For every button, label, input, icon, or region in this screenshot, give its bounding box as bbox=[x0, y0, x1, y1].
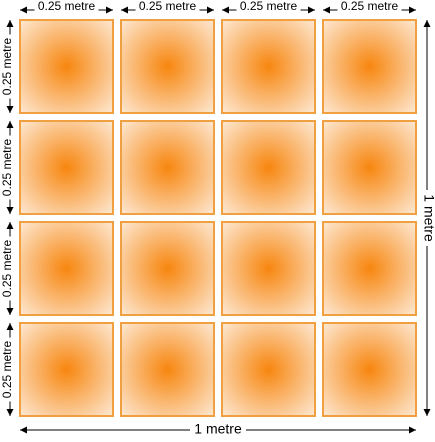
label-background bbox=[337, 4, 402, 16]
left-dimension-label: 0.25 metre bbox=[0, 239, 14, 297]
label-background bbox=[4, 34, 16, 99]
top-dimension-label: 0.25 metre bbox=[139, 0, 197, 13]
tile bbox=[19, 322, 114, 417]
top-dimension-label: 0.25 metre bbox=[38, 0, 96, 13]
tile bbox=[322, 120, 417, 215]
left-dimension-label: 0.25 metre bbox=[0, 37, 14, 95]
tile bbox=[19, 120, 114, 215]
bottom-dimension-label: 1 metre bbox=[194, 421, 242, 437]
tile bbox=[120, 19, 215, 114]
label-background bbox=[4, 135, 16, 200]
left-dimension-label: 0.25 metre bbox=[0, 138, 14, 196]
tile bbox=[221, 120, 316, 215]
tile bbox=[19, 221, 114, 316]
label-background bbox=[419, 190, 435, 246]
tile bbox=[322, 19, 417, 114]
tile bbox=[120, 120, 215, 215]
label-background bbox=[135, 4, 200, 16]
top-dimension-label: 0.25 metre bbox=[341, 0, 399, 13]
label-background bbox=[190, 423, 246, 437]
tile bbox=[120, 221, 215, 316]
label-background bbox=[4, 236, 16, 301]
right-dimension-label: 1 metre bbox=[421, 194, 435, 242]
label-background bbox=[34, 4, 99, 16]
tile bbox=[120, 322, 215, 417]
top-dimension-label: 0.25 metre bbox=[240, 0, 298, 13]
tile bbox=[221, 19, 316, 114]
tile-grid bbox=[19, 19, 417, 417]
tile bbox=[322, 322, 417, 417]
label-background bbox=[236, 4, 301, 16]
tile bbox=[19, 19, 114, 114]
tile bbox=[221, 322, 316, 417]
tile bbox=[322, 221, 417, 316]
tile bbox=[221, 221, 316, 316]
label-background bbox=[4, 337, 16, 402]
left-dimension-label: 0.25 metre bbox=[0, 340, 14, 398]
